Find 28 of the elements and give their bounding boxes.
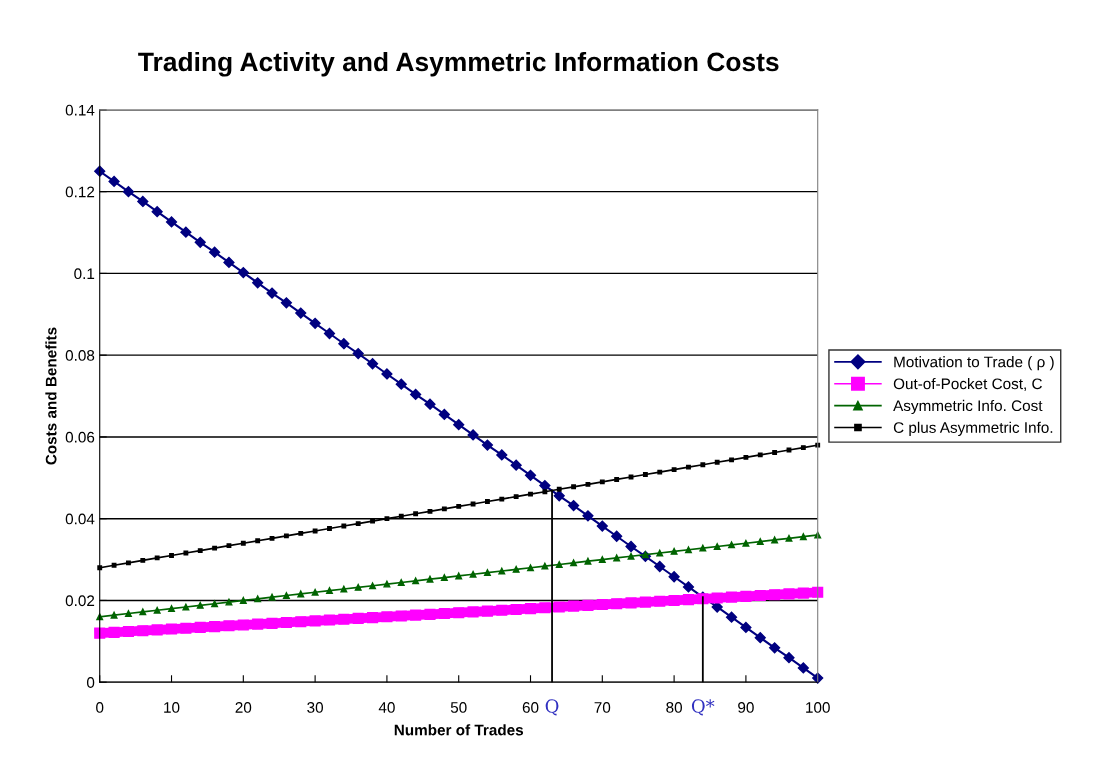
x-axis-title: Number of Trades (394, 724, 524, 736)
x-tick-label: 0 (96, 702, 104, 713)
x-tick-label: 10 (164, 702, 180, 713)
legend-label: Asymmetric Info. Cost (893, 399, 1043, 415)
x-tick-label: 50 (450, 702, 467, 713)
x-tick-label: 60 (522, 702, 539, 713)
y-tick-label: 0.06 (65, 431, 95, 443)
x-tick-label: 30 (307, 702, 324, 713)
chart-title: Trading Activity and Asymmetric Information Costs (138, 51, 779, 77)
y-tick-label: 0.14 (65, 104, 95, 116)
y-tick-label: 0.1 (74, 268, 95, 280)
y-tick-label: 0.04 (65, 513, 95, 525)
legend-label: C plus Asymmetric Info. (893, 421, 1053, 436)
y-tick-label: 0.02 (65, 595, 95, 607)
x-tick-label: 80 (666, 702, 683, 713)
y-tick-label: 0.08 (65, 350, 95, 361)
legend-label: Motivation to Trade ( ρ ) (894, 356, 1054, 371)
annotation: Q (545, 699, 559, 716)
x-tick-label: 70 (594, 702, 611, 713)
legend-label: Out-of-Pocket Cost, C (893, 377, 1042, 392)
y-axis-title: Costs and Benefits (45, 327, 57, 465)
annotation: Q* (691, 699, 715, 716)
x-tick-label: 100 (806, 702, 830, 713)
x-tick-label: 20 (235, 702, 252, 713)
y-tick-label: 0.12 (65, 186, 95, 198)
y-tick-label: 0 (86, 677, 95, 688)
x-tick-label: 40 (378, 702, 395, 713)
x-tick-label: 90 (738, 702, 754, 713)
